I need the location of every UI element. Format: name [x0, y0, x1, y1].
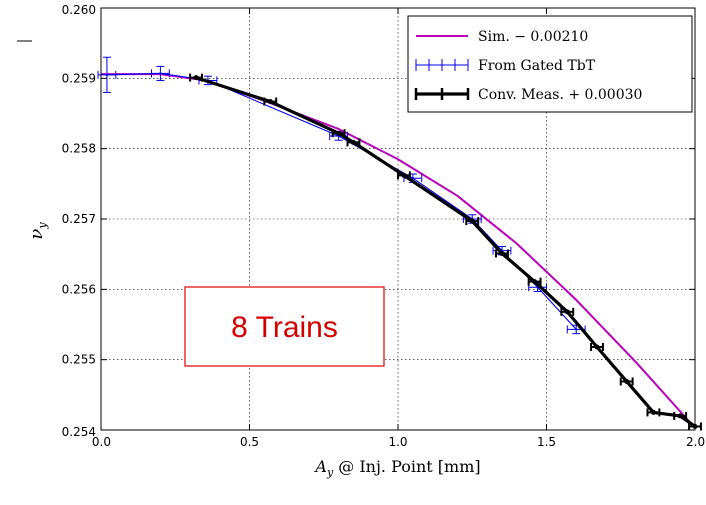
legend-label: From Gated TbT — [478, 58, 596, 74]
data-point — [350, 139, 356, 145]
annotation-box: 8 Trains — [184, 286, 385, 367]
grid — [101, 8, 695, 430]
annotation-text: 8 Trains — [231, 311, 338, 344]
data-point — [411, 177, 415, 180]
sim-series — [101, 73, 696, 429]
legend-entry: Conv. Meas. + 0.00030 — [414, 87, 642, 103]
data-point — [193, 75, 199, 81]
data-point — [564, 309, 570, 315]
y-axis-label: νy — [26, 222, 49, 240]
x-tick-label: 1.0 — [388, 435, 407, 449]
data-point — [401, 172, 407, 178]
y-tick-label: 0.260 — [62, 3, 96, 17]
data-point — [105, 73, 109, 77]
y-tick-label: 0.257 — [62, 212, 96, 226]
legend: Sim. − 0.00210 From Gated TbT Conv. Meas. … — [407, 15, 693, 113]
data-point — [594, 344, 600, 350]
data-point — [624, 378, 630, 384]
data-point — [469, 218, 475, 224]
conv-meas-series — [189, 73, 702, 431]
legend-label: Sim. − 0.00210 — [478, 29, 588, 45]
y-tick-label: 0.254 — [62, 425, 96, 439]
y-tick-label: 0.256 — [62, 282, 96, 296]
data-point — [650, 409, 656, 415]
data-point — [532, 279, 538, 285]
y-tick-label: 0.259 — [62, 71, 96, 85]
x-tick-label: 1.5 — [537, 435, 556, 449]
y-tick-label: 0.255 — [62, 353, 96, 367]
conv-meas-series-line — [195, 76, 696, 428]
x-tick-label: 0.5 — [240, 435, 259, 449]
y-tick-label: 0.258 — [62, 142, 96, 156]
data-point — [336, 130, 342, 136]
data-point — [267, 99, 273, 105]
x-axis-label: Ay @ Inj. Point [mm] — [313, 457, 480, 479]
x-tick-label: 0.0 — [92, 435, 111, 449]
sim-series-line — [101, 73, 696, 429]
data-point — [677, 413, 683, 419]
data-point — [499, 250, 505, 256]
data-point — [575, 328, 578, 331]
legend-entry: Sim. − 0.00210 — [416, 29, 588, 45]
legend-entry: From Gated TbT — [415, 58, 596, 74]
series-layer — [97, 56, 702, 431]
legend-label: Conv. Meas. + 0.00030 — [478, 87, 642, 103]
ticks: 0.0 0.5 1.0 1.5 2.0 0.254 0.255 0.256 0.257 0.258… — [62, 3, 705, 449]
data-point — [159, 72, 162, 75]
x-tick-label: 2.0 — [686, 435, 705, 449]
